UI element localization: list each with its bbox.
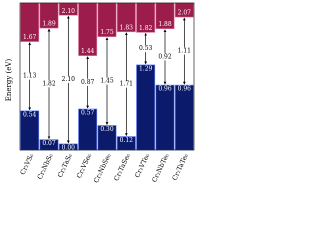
cbm-label: 2.07 xyxy=(178,10,192,17)
gap-label-bg xyxy=(158,53,172,61)
gap-label-bg xyxy=(22,72,37,80)
gap-label-bg xyxy=(138,45,153,53)
cbm-label: 1.83 xyxy=(120,24,134,31)
vbm-label: 0.57 xyxy=(81,109,95,116)
gap-label: 1.71 xyxy=(120,81,133,88)
cbm-label: 1.88 xyxy=(158,21,172,28)
vbm-label: 0.54 xyxy=(23,111,37,118)
cbm-label: 1.89 xyxy=(42,21,56,28)
x-tick-label: Cr₂VSe₆ xyxy=(75,152,94,180)
cbm-label: 1.67 xyxy=(23,34,37,41)
vbm-label: 0.12 xyxy=(120,137,134,144)
vbm-label: 0.30 xyxy=(100,126,114,133)
gap-label-bg xyxy=(80,78,95,86)
gap-label: 1.13 xyxy=(23,73,37,80)
x-tick-label: Cr₂TaTe₆ xyxy=(171,152,191,182)
x-tick-label: Cr₂NbSe₆ xyxy=(92,152,113,184)
valence-band xyxy=(174,84,194,151)
vbm-label: 0.96 xyxy=(178,86,192,93)
x-tick-label: Cr₂NbS₆ xyxy=(36,152,55,181)
gap-label: 1.45 xyxy=(100,78,114,85)
x-tick-label: Cr₂TaSe₆ xyxy=(112,152,132,182)
chart: Energy (eV) 1.67 0.54 1.13 Cr₂VS₆ 1.89 0.07 1.… xyxy=(5,2,195,184)
x-tick-label: Cr₂TaS₆ xyxy=(56,152,74,179)
gap-label-bg xyxy=(100,77,114,85)
plot-frame xyxy=(19,2,195,151)
cbm-label: 1.75 xyxy=(100,29,114,36)
gap-label: 1.82 xyxy=(42,80,56,87)
cbm-label: 1.82 xyxy=(139,25,153,32)
vbm-label: 0.00 xyxy=(62,144,76,151)
valence-band xyxy=(155,84,175,151)
x-tick-label: Cr₂VS₆ xyxy=(19,152,36,176)
cbm-label: 2.10 xyxy=(62,8,76,15)
vbm-label: 1.29 xyxy=(139,65,153,72)
x-tick-label: Cr₂VTe₆ xyxy=(133,152,151,179)
gap-label: 0.92 xyxy=(158,53,172,60)
y-axis-label: Energy (eV) xyxy=(5,59,13,102)
cbm-label: 1.44 xyxy=(81,48,95,55)
gap-label-bg xyxy=(42,80,56,88)
vbm-label: 0.96 xyxy=(158,86,172,93)
gap-label: 0.53 xyxy=(139,45,153,52)
gap-label-bg xyxy=(177,47,192,55)
valence-band xyxy=(136,64,156,151)
gap-label-bg xyxy=(61,76,76,84)
vbm-label: 0.07 xyxy=(42,140,56,147)
gap-label: 0.87 xyxy=(81,79,95,86)
x-tick-label: Cr₂NbTe₆ xyxy=(150,152,170,184)
gap-label: 1.11 xyxy=(178,48,191,55)
gap-label: 2.10 xyxy=(62,76,76,83)
gap-label-bg xyxy=(119,80,134,88)
